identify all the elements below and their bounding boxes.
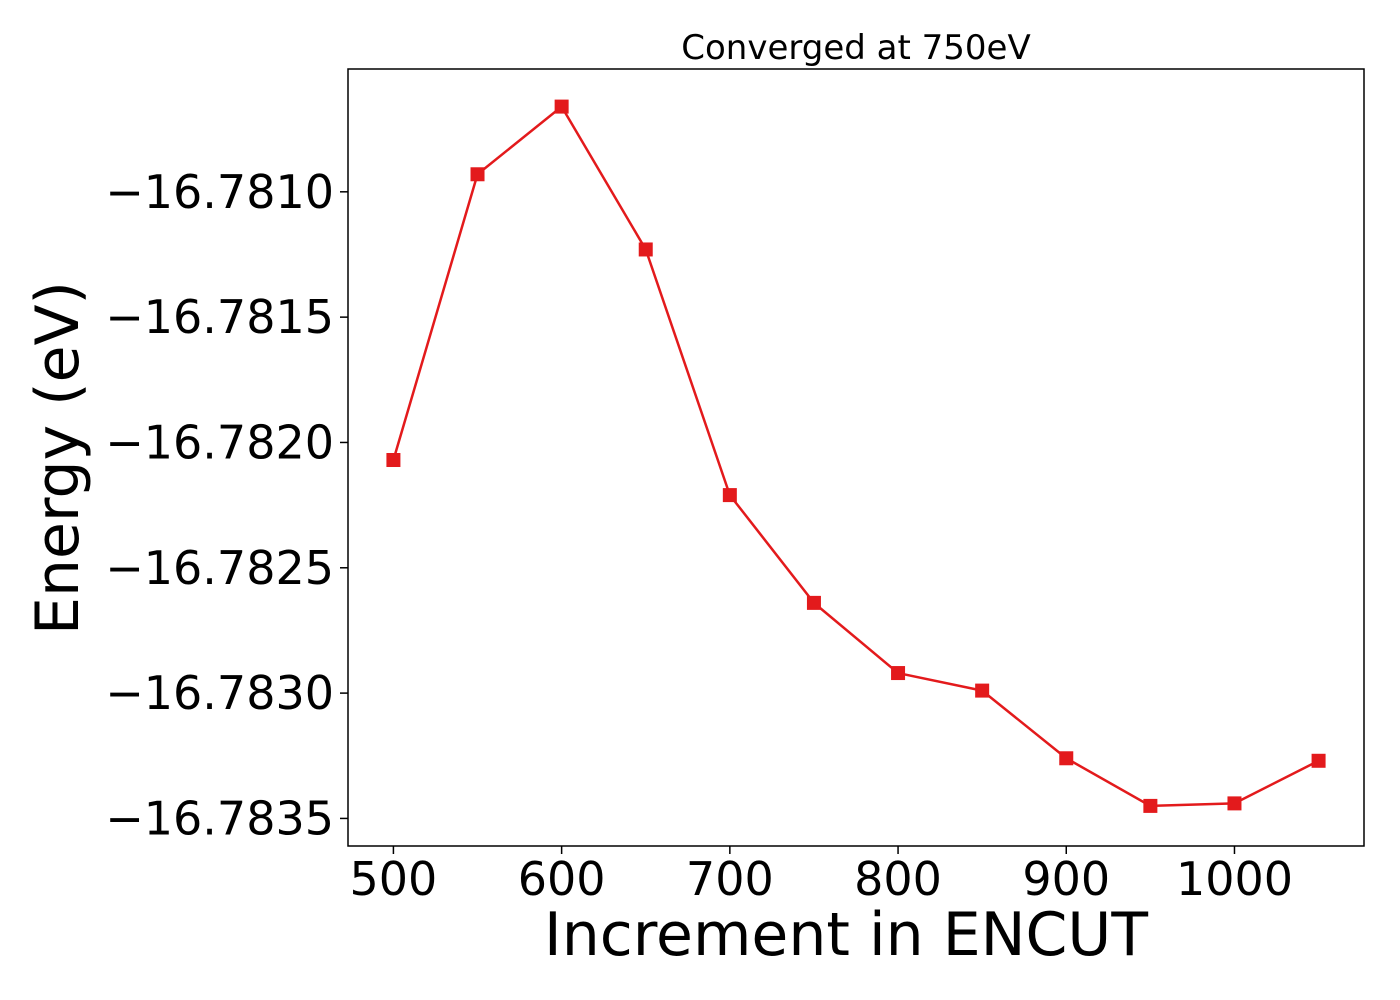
x-axis: 500 600 700 800 900 1000 xyxy=(350,846,1293,906)
data-point-marker xyxy=(386,453,401,468)
data-point-marker xyxy=(1311,753,1326,768)
data-point-marker xyxy=(638,242,653,257)
x-tick-label: 600 xyxy=(518,852,606,906)
y-tick-label: −16.7830 xyxy=(105,666,334,720)
data-point-marker xyxy=(470,167,485,182)
data-point-marker xyxy=(1059,751,1074,766)
data-point-marker xyxy=(554,99,569,114)
x-axis-label: Increment in ENCUT xyxy=(544,900,1148,970)
y-tick-label: −16.7815 xyxy=(105,290,334,344)
x-tick-label: 700 xyxy=(686,852,774,906)
data-point-marker xyxy=(975,683,990,698)
plot-area-frame xyxy=(347,68,1365,847)
series-layer xyxy=(386,99,1326,813)
x-tick-label: 900 xyxy=(1022,852,1110,906)
series-line xyxy=(392,105,1320,808)
chart-title: Converged at 750eV xyxy=(681,28,1030,68)
y-tick-label: −16.7820 xyxy=(105,415,334,469)
data-point-marker xyxy=(1143,798,1158,813)
y-axis-label: Energy (eV) xyxy=(23,281,93,635)
y-tick-label: −16.7810 xyxy=(105,165,334,219)
data-point-marker xyxy=(891,666,906,681)
data-point-marker xyxy=(806,595,821,610)
x-tick-label: 500 xyxy=(350,852,438,906)
y-tick-label: −16.7825 xyxy=(105,541,334,595)
x-tick-label: 800 xyxy=(854,852,942,906)
x-tick-label: 1000 xyxy=(1176,852,1293,906)
y-axis: −16.7810 −16.7815 −16.7820 −16.7825 −16.7830… xyxy=(105,165,348,845)
data-point-marker xyxy=(1227,796,1242,811)
y-tick-label: −16.7835 xyxy=(105,791,334,845)
data-point-marker xyxy=(722,488,737,503)
